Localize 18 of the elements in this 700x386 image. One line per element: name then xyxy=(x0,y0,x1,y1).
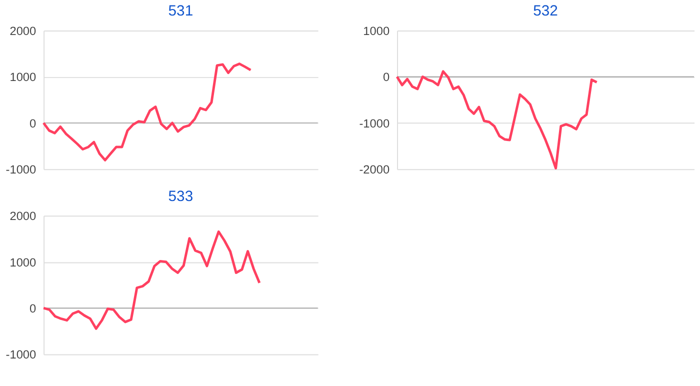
y-tick-label: -1000 xyxy=(359,116,390,130)
chart-title: 532 xyxy=(533,4,558,20)
y-tick-label: 0 xyxy=(30,116,37,130)
chart-title: 533 xyxy=(168,188,194,205)
y-tick-label: 1000 xyxy=(363,24,390,38)
chart-title: 531 xyxy=(168,4,194,20)
y-tick-label: 1000 xyxy=(10,255,37,270)
y-tick-label: 2000 xyxy=(10,209,37,224)
y-tick-label: 0 xyxy=(382,70,390,84)
y-tick-label: -1000 xyxy=(6,348,37,362)
line-series xyxy=(396,70,598,170)
y-tick-label: 0 xyxy=(30,302,37,316)
y-tick-label: -1000 xyxy=(6,162,37,177)
y-tick-label: 2000 xyxy=(10,24,37,38)
line-series xyxy=(42,62,252,162)
y-tick-label: 1000 xyxy=(10,70,37,84)
y-tick-label: -2000 xyxy=(359,162,390,177)
line-series xyxy=(42,230,261,330)
